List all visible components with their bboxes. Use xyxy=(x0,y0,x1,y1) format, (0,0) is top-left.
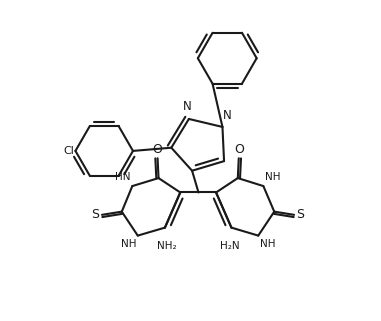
Text: O: O xyxy=(234,143,244,156)
Text: HN: HN xyxy=(115,172,131,182)
Text: NH: NH xyxy=(260,239,275,249)
Text: Cl: Cl xyxy=(63,146,74,156)
Text: O: O xyxy=(153,143,163,156)
Text: N: N xyxy=(183,100,192,113)
Text: H₂N: H₂N xyxy=(220,241,240,251)
Text: NH₂: NH₂ xyxy=(157,241,176,251)
Text: S: S xyxy=(91,208,99,221)
Text: NH: NH xyxy=(265,172,280,182)
Text: NH: NH xyxy=(121,239,136,249)
Text: N: N xyxy=(223,109,232,122)
Text: S: S xyxy=(297,208,305,221)
